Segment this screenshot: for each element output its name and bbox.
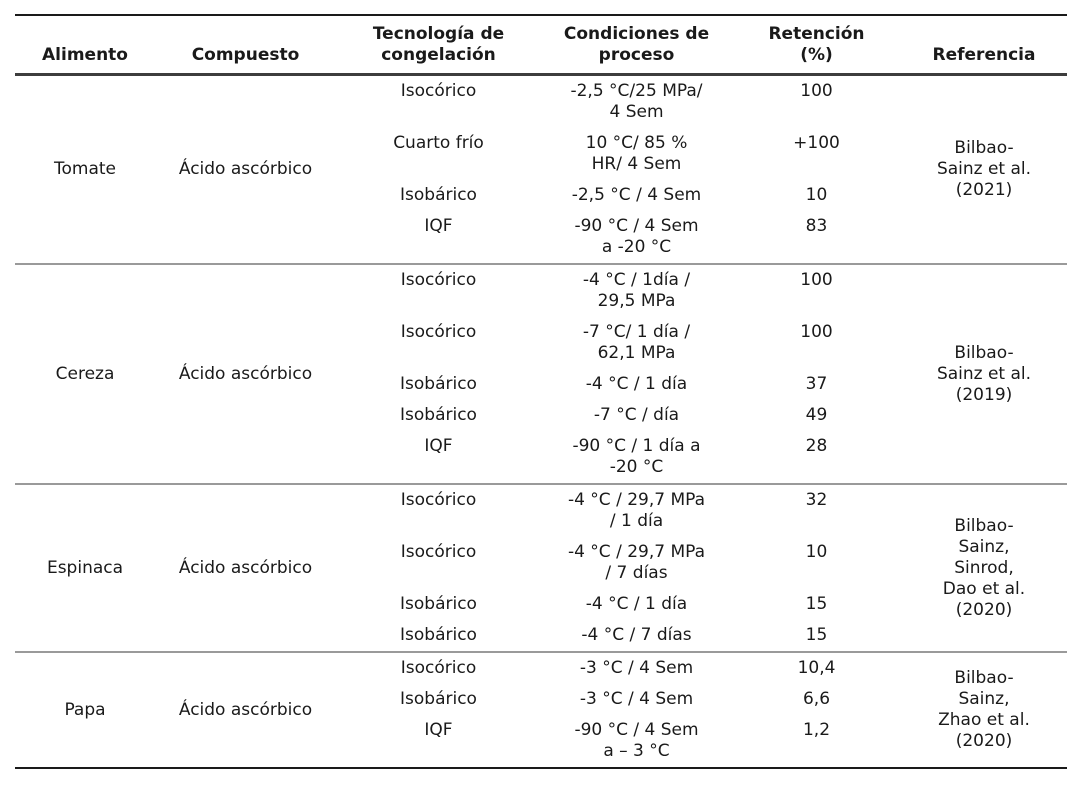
compound-cell: Ácido ascórbico xyxy=(178,557,313,578)
col-header-compuesto: Compuesto xyxy=(155,15,336,76)
col-header-tecnologia: Tecnología de congelación xyxy=(336,15,541,76)
retention-table: Alimento Compuesto Tecnología de congela… xyxy=(15,14,1067,769)
conditions-cell: -7 °C / día xyxy=(593,405,680,425)
conditions-cell: -3 °C / 4 Sem xyxy=(579,689,694,709)
table-row: Isobárico -4 °C / 1 día 15 xyxy=(15,589,1067,620)
technology-cell: Cuarto frío xyxy=(393,133,484,153)
technology-cell: Isobárico xyxy=(400,374,477,394)
technology-cell: Isocórico xyxy=(400,658,477,678)
compound-cell: Ácido ascórbico xyxy=(178,363,313,384)
table-row: Isobárico -4 °C / 7 días 15 xyxy=(15,620,1067,652)
technology-cell: IQF xyxy=(424,216,453,236)
reference-cell: Bilbao- Sainz et al. (2019) xyxy=(936,342,1032,405)
conditions-cell: -4 °C / 1 día xyxy=(585,374,688,394)
conditions-cell: -4 °C / 1día / 29,5 MPa xyxy=(582,270,691,311)
retention-cell: 37 xyxy=(805,374,828,394)
page: Alimento Compuesto Tecnología de congela… xyxy=(15,14,1067,769)
conditions-cell: -4 °C / 1 día xyxy=(585,594,688,614)
table-row: Isocórico -4 °C / 29,7 MPa / 7 días 10 xyxy=(15,537,1067,589)
compound-cell: Ácido ascórbico xyxy=(178,699,313,720)
table-row: Isocórico -7 °C/ 1 día / 62,1 MPa 100 xyxy=(15,317,1067,369)
retention-cell: 49 xyxy=(805,405,828,425)
retention-cell: 100 xyxy=(800,81,833,101)
header-row: Alimento Compuesto Tecnología de congela… xyxy=(15,15,1067,76)
retention-cell: 83 xyxy=(805,216,828,236)
reference-cell: Bilbao- Sainz et al. (2021) xyxy=(936,138,1032,200)
reference-cell: Bilbao- Sainz, Zhao et al. (2020) xyxy=(938,668,1030,751)
retention-cell: 28 xyxy=(805,436,828,456)
technology-cell: Isocórico xyxy=(400,322,477,342)
technology-cell: Isobárico xyxy=(400,594,477,614)
section-papa: Papa Ácido ascórbico Isocórico -3 °C / 4… xyxy=(15,652,1067,768)
technology-cell: Isobárico xyxy=(400,625,477,645)
retention-cell: 10 xyxy=(805,185,828,205)
table-row: Papa Ácido ascórbico Isocórico -3 °C / 4… xyxy=(15,652,1067,751)
retention-cell: 32 xyxy=(805,490,828,510)
technology-cell: Isocórico xyxy=(400,270,477,290)
retention-cell: 100 xyxy=(800,322,833,342)
conditions-cell: -2,5 °C/25 MPa/ 4 Sem xyxy=(570,81,703,122)
technology-cell: Isocórico xyxy=(400,542,477,562)
retention-cell: 1,2 xyxy=(802,720,831,740)
table-row: Isobárico -3 °C / 4 Sem 6,6 xyxy=(15,684,1067,715)
table-row: Isobárico -7 °C / día 49 xyxy=(15,400,1067,431)
table-row: Isobárico -4 °C / 1 día 37 xyxy=(15,369,1067,400)
technology-cell: IQF xyxy=(424,436,453,456)
food-cell: Papa xyxy=(64,699,106,720)
conditions-cell: 10 °C/ 85 % HR/ 4 Sem xyxy=(585,133,688,174)
table-row: IQF -90 °C / 4 Sem a – 3 °C 1,2 xyxy=(15,715,1067,768)
section-espinaca: Espinaca Ácido ascórbico Isocórico -4 °C… xyxy=(15,484,1067,652)
table-row: IQF -90 °C / 4 Sem a -20 °C 83 xyxy=(15,211,1067,264)
retention-cell: 6,6 xyxy=(802,689,831,709)
technology-cell: Isocórico xyxy=(400,81,477,101)
compound-cell: Ácido ascórbico xyxy=(178,159,313,179)
food-cell: Tomate xyxy=(54,159,116,179)
table-row: Cuarto frío 10 °C/ 85 % HR/ 4 Sem +100 xyxy=(15,128,1067,180)
conditions-cell: -4 °C / 7 días xyxy=(581,625,692,645)
technology-cell: Isobárico xyxy=(400,689,477,709)
conditions-cell: -4 °C / 29,7 MPa / 1 día xyxy=(567,490,706,531)
section-cereza: Cereza Ácido ascórbico Isocórico -4 °C /… xyxy=(15,264,1067,484)
col-header-referencia: Referencia xyxy=(901,15,1067,76)
conditions-cell: -2,5 °C / 4 Sem xyxy=(571,185,702,205)
retention-cell: 15 xyxy=(805,625,828,645)
reference-cell: Bilbao- Sainz, Sinrod, Dao et al. (2020) xyxy=(942,515,1026,620)
technology-cell: Isobárico xyxy=(400,185,477,205)
col-header-alimento: Alimento xyxy=(15,15,155,76)
conditions-cell: -90 °C / 1 día a -20 °C xyxy=(572,436,701,477)
retention-cell: +100 xyxy=(793,133,840,153)
table-row: Tomate Ácido ascórbico Isocórico -2,5 °C… xyxy=(15,75,1067,200)
retention-cell: 10,4 xyxy=(797,658,836,678)
food-cell: Espinaca xyxy=(46,557,124,578)
conditions-cell: -4 °C / 29,7 MPa / 7 días xyxy=(567,542,706,583)
col-header-retencion: Retención (%) xyxy=(732,15,901,76)
table-row: Espinaca Ácido ascórbico Isocórico -4 °C… xyxy=(15,484,1067,620)
section-tomate: Tomate Ácido ascórbico Isocórico -2,5 °C… xyxy=(15,75,1067,265)
conditions-cell: -90 °C / 4 Sem a -20 °C xyxy=(574,216,699,257)
conditions-cell: -90 °C / 4 Sem a – 3 °C xyxy=(574,720,699,761)
technology-cell: IQF xyxy=(424,720,453,740)
table-row: IQF -90 °C / 1 día a -20 °C 28 xyxy=(15,431,1067,484)
food-cell: Cereza xyxy=(55,363,115,384)
technology-cell: Isobárico xyxy=(400,405,477,425)
table-header: Alimento Compuesto Tecnología de congela… xyxy=(15,15,1067,76)
table-row: Isobárico -2,5 °C / 4 Sem 10 xyxy=(15,180,1067,211)
retention-cell: 100 xyxy=(800,270,833,290)
conditions-cell: -7 °C/ 1 día / 62,1 MPa xyxy=(582,322,691,363)
technology-cell: Isocórico xyxy=(400,490,477,510)
col-header-condiciones: Condiciones de proceso xyxy=(541,15,732,76)
table-row: Cereza Ácido ascórbico Isocórico -4 °C /… xyxy=(15,264,1067,405)
conditions-cell: -3 °C / 4 Sem xyxy=(579,658,694,678)
retention-cell: 10 xyxy=(805,542,828,562)
retention-cell: 15 xyxy=(805,594,828,614)
